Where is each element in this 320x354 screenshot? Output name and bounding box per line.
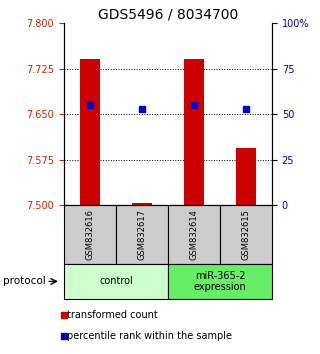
Bar	[80, 59, 100, 205]
Bar	[184, 59, 204, 205]
Text: percentile rank within the sample: percentile rank within the sample	[67, 331, 232, 341]
Bar	[132, 204, 152, 205]
Text: GSM832616: GSM832616	[85, 209, 94, 260]
Text: miR-365-2
expression: miR-365-2 expression	[194, 270, 246, 292]
FancyBboxPatch shape	[220, 205, 272, 264]
Title: GDS5496 / 8034700: GDS5496 / 8034700	[98, 8, 238, 22]
Text: transformed count: transformed count	[67, 310, 158, 320]
FancyBboxPatch shape	[64, 264, 168, 299]
Bar	[236, 148, 256, 205]
Text: GSM832617: GSM832617	[138, 209, 147, 260]
FancyBboxPatch shape	[168, 264, 272, 299]
Text: control: control	[99, 276, 133, 286]
Text: GSM832615: GSM832615	[242, 209, 251, 260]
Text: protocol: protocol	[3, 276, 46, 286]
FancyBboxPatch shape	[168, 205, 220, 264]
FancyBboxPatch shape	[116, 205, 168, 264]
FancyBboxPatch shape	[64, 205, 116, 264]
Text: GSM832614: GSM832614	[189, 209, 198, 260]
